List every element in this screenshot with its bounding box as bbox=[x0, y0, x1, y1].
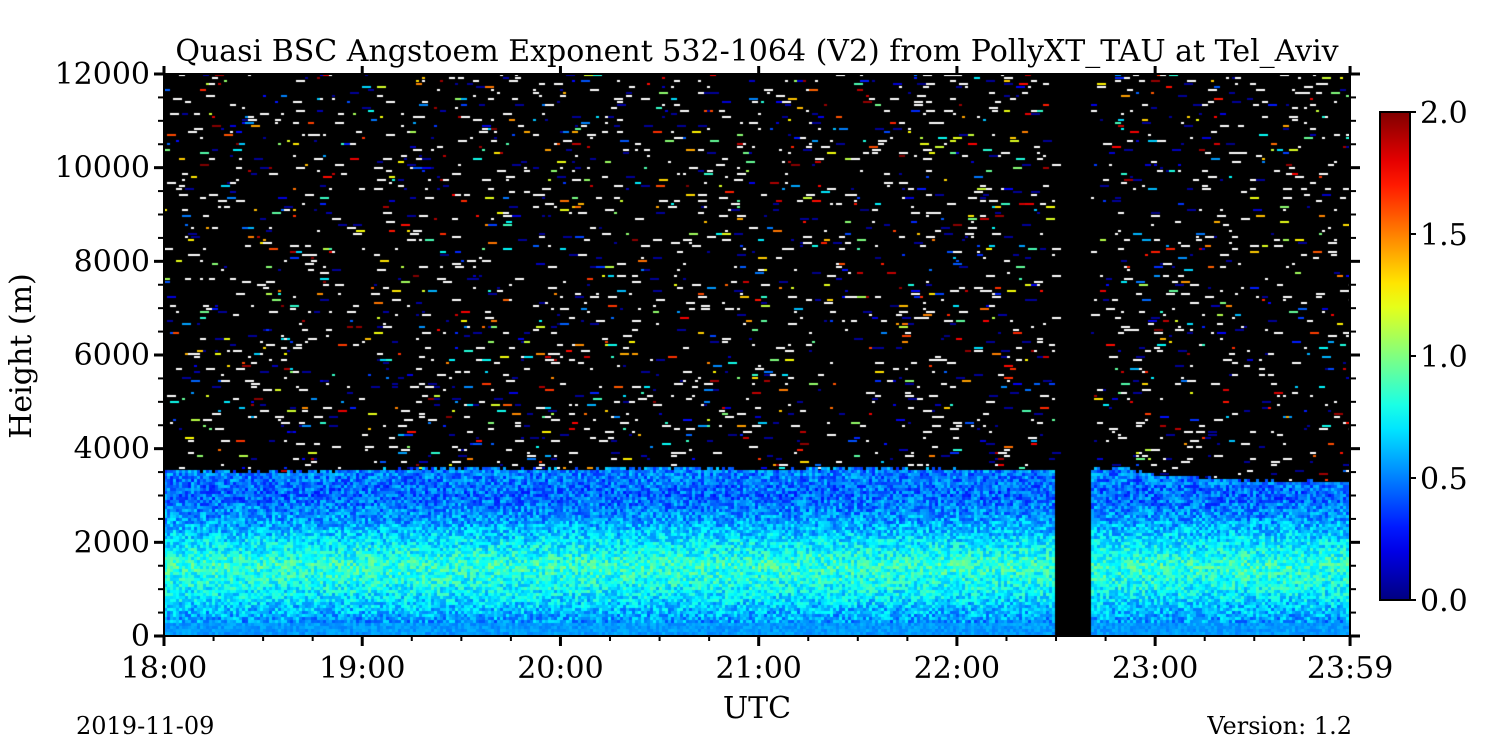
y-tick-label: 0 bbox=[131, 619, 150, 654]
y-tick-label: 8000 bbox=[74, 244, 150, 279]
y-tick-label: 4000 bbox=[74, 432, 150, 467]
colorbar-tick-label: 0.0 bbox=[1420, 584, 1468, 619]
y-axis-label: Height (m) bbox=[4, 273, 39, 438]
plot-area bbox=[163, 73, 1351, 637]
date-label: 2019-11-09 bbox=[76, 712, 215, 740]
colorbar-tick-label: 1.5 bbox=[1420, 218, 1468, 253]
colorbar-tick-label: 0.5 bbox=[1420, 462, 1468, 497]
version-label: Version: 1.2 bbox=[1207, 712, 1352, 740]
colorbar: 0.0 0.5 1.0 1.5 2.0 bbox=[1379, 96, 1468, 619]
colorbar-tick-label: 1.0 bbox=[1420, 340, 1468, 375]
x-tick-label: 23:59 bbox=[1307, 651, 1393, 686]
y-tick-label: 6000 bbox=[74, 338, 150, 373]
chart-title: Quasi BSC Angstoem Exponent 532-1064 (V2… bbox=[175, 34, 1338, 69]
y-tick-label: 2000 bbox=[74, 525, 150, 560]
x-axis-label: UTC bbox=[723, 691, 791, 726]
y-tick-label: 10000 bbox=[55, 151, 150, 186]
y-axis: 0 2000 4000 6000 8000 10000 12000 bbox=[55, 57, 1360, 654]
x-tick-label: 20:00 bbox=[517, 651, 603, 686]
heatmap-image bbox=[164, 74, 1350, 636]
y-tick-label: 12000 bbox=[55, 57, 150, 92]
x-tick-label: 19:00 bbox=[319, 651, 405, 686]
x-tick-label: 22:00 bbox=[914, 651, 1000, 686]
x-tick-label: 21:00 bbox=[715, 651, 801, 686]
x-tick-label: 18:00 bbox=[121, 651, 207, 686]
x-tick-label: 23:00 bbox=[1112, 651, 1198, 686]
colorbar-tick-label: 2.0 bbox=[1420, 96, 1468, 131]
x-axis: 18:00 19:00 20:00 21:00 22:00 23:00 23:59 bbox=[121, 66, 1393, 686]
colorbar-scale bbox=[1379, 111, 1411, 601]
